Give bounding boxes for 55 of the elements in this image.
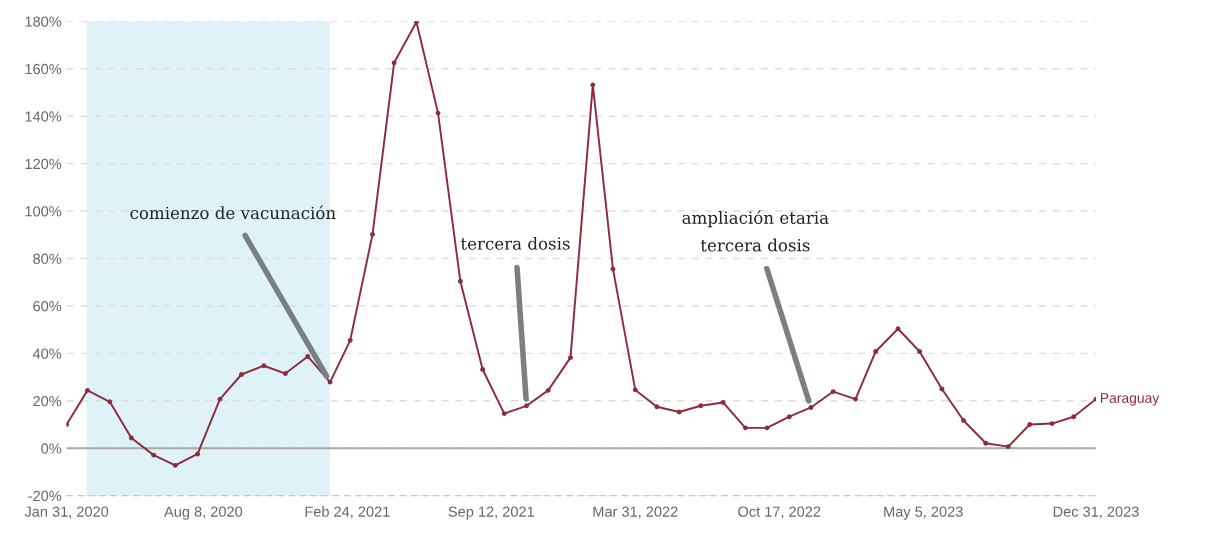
point [524,403,529,409]
point [698,403,704,409]
point [1027,422,1033,427]
point [457,278,463,284]
point [239,372,244,377]
point [961,418,966,423]
point [545,387,551,393]
point [590,82,596,88]
x-tick-label: Mar 31, 2022 [593,506,678,519]
point [480,367,486,372]
y-tick-label: 20% [33,395,62,407]
series-label: Paraguay [1100,393,1160,406]
point [305,354,311,359]
point [654,404,660,410]
point [172,462,178,468]
y-tick-label: 80% [33,253,62,264]
x-tick-label: Dec 31, 2023 [1053,506,1139,519]
point [830,389,836,394]
annotation: ampliación etaria tercera dosis [682,210,829,252]
y-tick-label: -20% [28,490,62,502]
y-tick-label: 140% [25,111,62,122]
point [85,387,90,393]
y-tick-label: 180% [25,16,62,27]
x-tick-label: Oct 17, 2022 [738,506,821,519]
point [151,452,157,458]
annotation: comienzo de vacunación [130,205,336,220]
y-tick-label: 160% [25,63,62,75]
point [261,363,267,369]
y-tick-label: 40% [32,348,62,359]
point [1071,414,1077,420]
annotation: tercera dosis [460,236,570,250]
x-tick-label: Sep 12, 2021 [448,506,534,520]
point [370,231,375,237]
point [283,371,288,376]
point [632,387,638,393]
y-tick-label: 100% [25,206,62,217]
point [917,349,923,354]
point [568,355,573,361]
line-series [66,21,1096,468]
x-tick-label: Feb 24, 2021 [305,506,390,519]
point [873,349,879,354]
x-tick-label: May 5, 2023 [884,506,963,520]
point [1005,444,1011,450]
point [895,326,901,332]
point [347,337,353,343]
x-tick-label: Jan 31, 2020 [24,506,109,519]
point [983,440,989,446]
point [786,414,792,420]
y-tick-label: 120% [25,158,62,170]
x-tick-label: Aug 8, 2020 [164,506,243,520]
point [742,425,748,431]
point [501,411,507,417]
y-tick-label: 0% [41,443,62,454]
y-tick-label: 60% [33,301,62,312]
point [107,399,113,405]
